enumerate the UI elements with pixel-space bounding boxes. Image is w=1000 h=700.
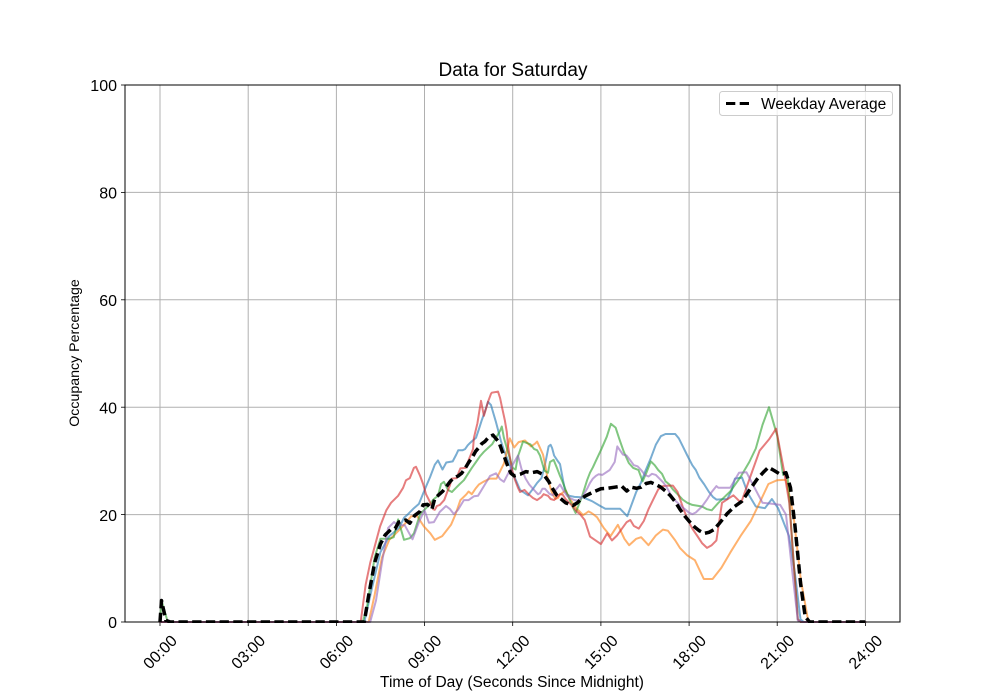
svg-text:Time of Day (Seconds Since Mid: Time of Day (Seconds Since Midnight) bbox=[380, 674, 644, 691]
svg-text:0: 0 bbox=[108, 615, 117, 632]
svg-text:Weekday Average: Weekday Average bbox=[761, 96, 886, 113]
svg-text:20: 20 bbox=[99, 508, 117, 525]
svg-text:Occupancy Percentage: Occupancy Percentage bbox=[67, 279, 83, 427]
svg-text:80: 80 bbox=[99, 186, 117, 203]
svg-text:60: 60 bbox=[99, 293, 117, 310]
svg-text:40: 40 bbox=[99, 400, 117, 417]
svg-text:100: 100 bbox=[90, 78, 117, 95]
svg-text:Data for Saturday: Data for Saturday bbox=[439, 60, 588, 81]
